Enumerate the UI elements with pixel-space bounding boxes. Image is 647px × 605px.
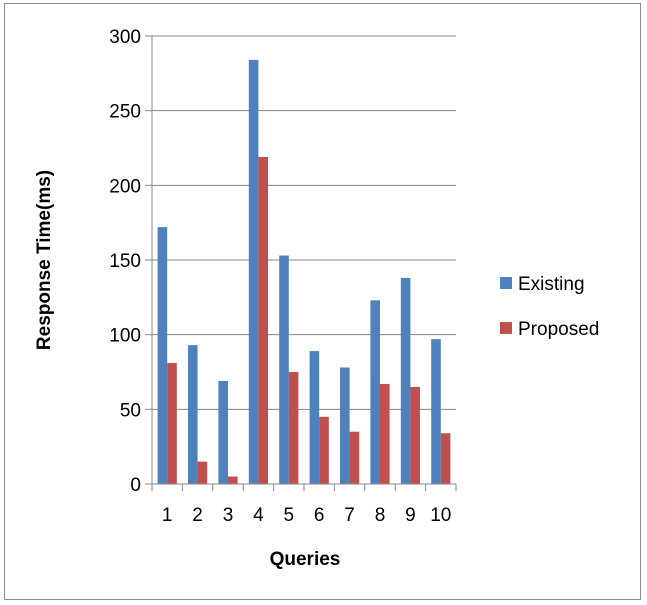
x-tick-label: 10 (430, 505, 451, 526)
x-tick-label: 7 (344, 505, 355, 526)
bar-existing-1 (157, 227, 168, 484)
bar-proposed-4 (258, 156, 268, 484)
bar-existing-9 (400, 277, 411, 484)
x-tick-label: 8 (375, 505, 386, 526)
x-tick-label: 1 (162, 505, 173, 526)
chart-frame (4, 3, 641, 600)
x-tick-label: 4 (253, 505, 264, 526)
y-tick-label: 0 (130, 475, 141, 496)
bar-existing-6 (309, 351, 320, 484)
bar-proposed-8 (380, 383, 390, 484)
y-tick-label: 250 (109, 102, 141, 123)
y-tick-label: 200 (109, 176, 141, 197)
bar-existing-7 (340, 367, 350, 484)
y-tick-label: 150 (109, 251, 141, 272)
y-tick-labels: 0 50 100 150 200 250 300 (109, 27, 141, 496)
x-tick-label: 9 (405, 505, 416, 526)
legend-label-proposed: Proposed (518, 319, 599, 340)
y-tick-label: 100 (109, 326, 141, 347)
y-tick-label: 300 (109, 27, 141, 48)
x-axis-title: Queries (270, 549, 341, 570)
bar-proposed-5 (288, 372, 299, 484)
axes (145, 35, 457, 491)
x-tick-label: 3 (223, 505, 234, 526)
bar-existing-2 (188, 345, 198, 484)
bar-proposed-10 (440, 433, 451, 484)
bar-existing-5 (279, 255, 289, 484)
bar-existing-8 (370, 300, 380, 484)
x-tick-label: 2 (192, 505, 203, 526)
bar-proposed-7 (349, 431, 360, 484)
bar-proposed-9 (410, 386, 420, 484)
bar-proposed-6 (319, 416, 329, 484)
bar-proposed-2 (197, 461, 208, 484)
legend-swatch-existing (500, 277, 512, 289)
legend-label-existing: Existing (518, 274, 585, 295)
bar-existing-4 (248, 59, 259, 484)
legend-swatch-proposed (500, 322, 512, 334)
x-tick-labels: 1 2 3 4 5 6 7 8 9 10 (162, 505, 451, 526)
x-tick-label: 6 (314, 505, 325, 526)
bar-existing-10 (431, 339, 441, 484)
y-tick-label: 50 (120, 400, 141, 421)
bar-proposed-3 (228, 476, 238, 484)
bar-proposed-1 (167, 363, 177, 484)
bars (157, 59, 451, 484)
bar-existing-3 (218, 380, 228, 484)
legend: Existing Proposed (500, 274, 599, 340)
x-tick-label: 5 (284, 505, 295, 526)
y-axis-title: Response Time(ms) (34, 170, 55, 350)
